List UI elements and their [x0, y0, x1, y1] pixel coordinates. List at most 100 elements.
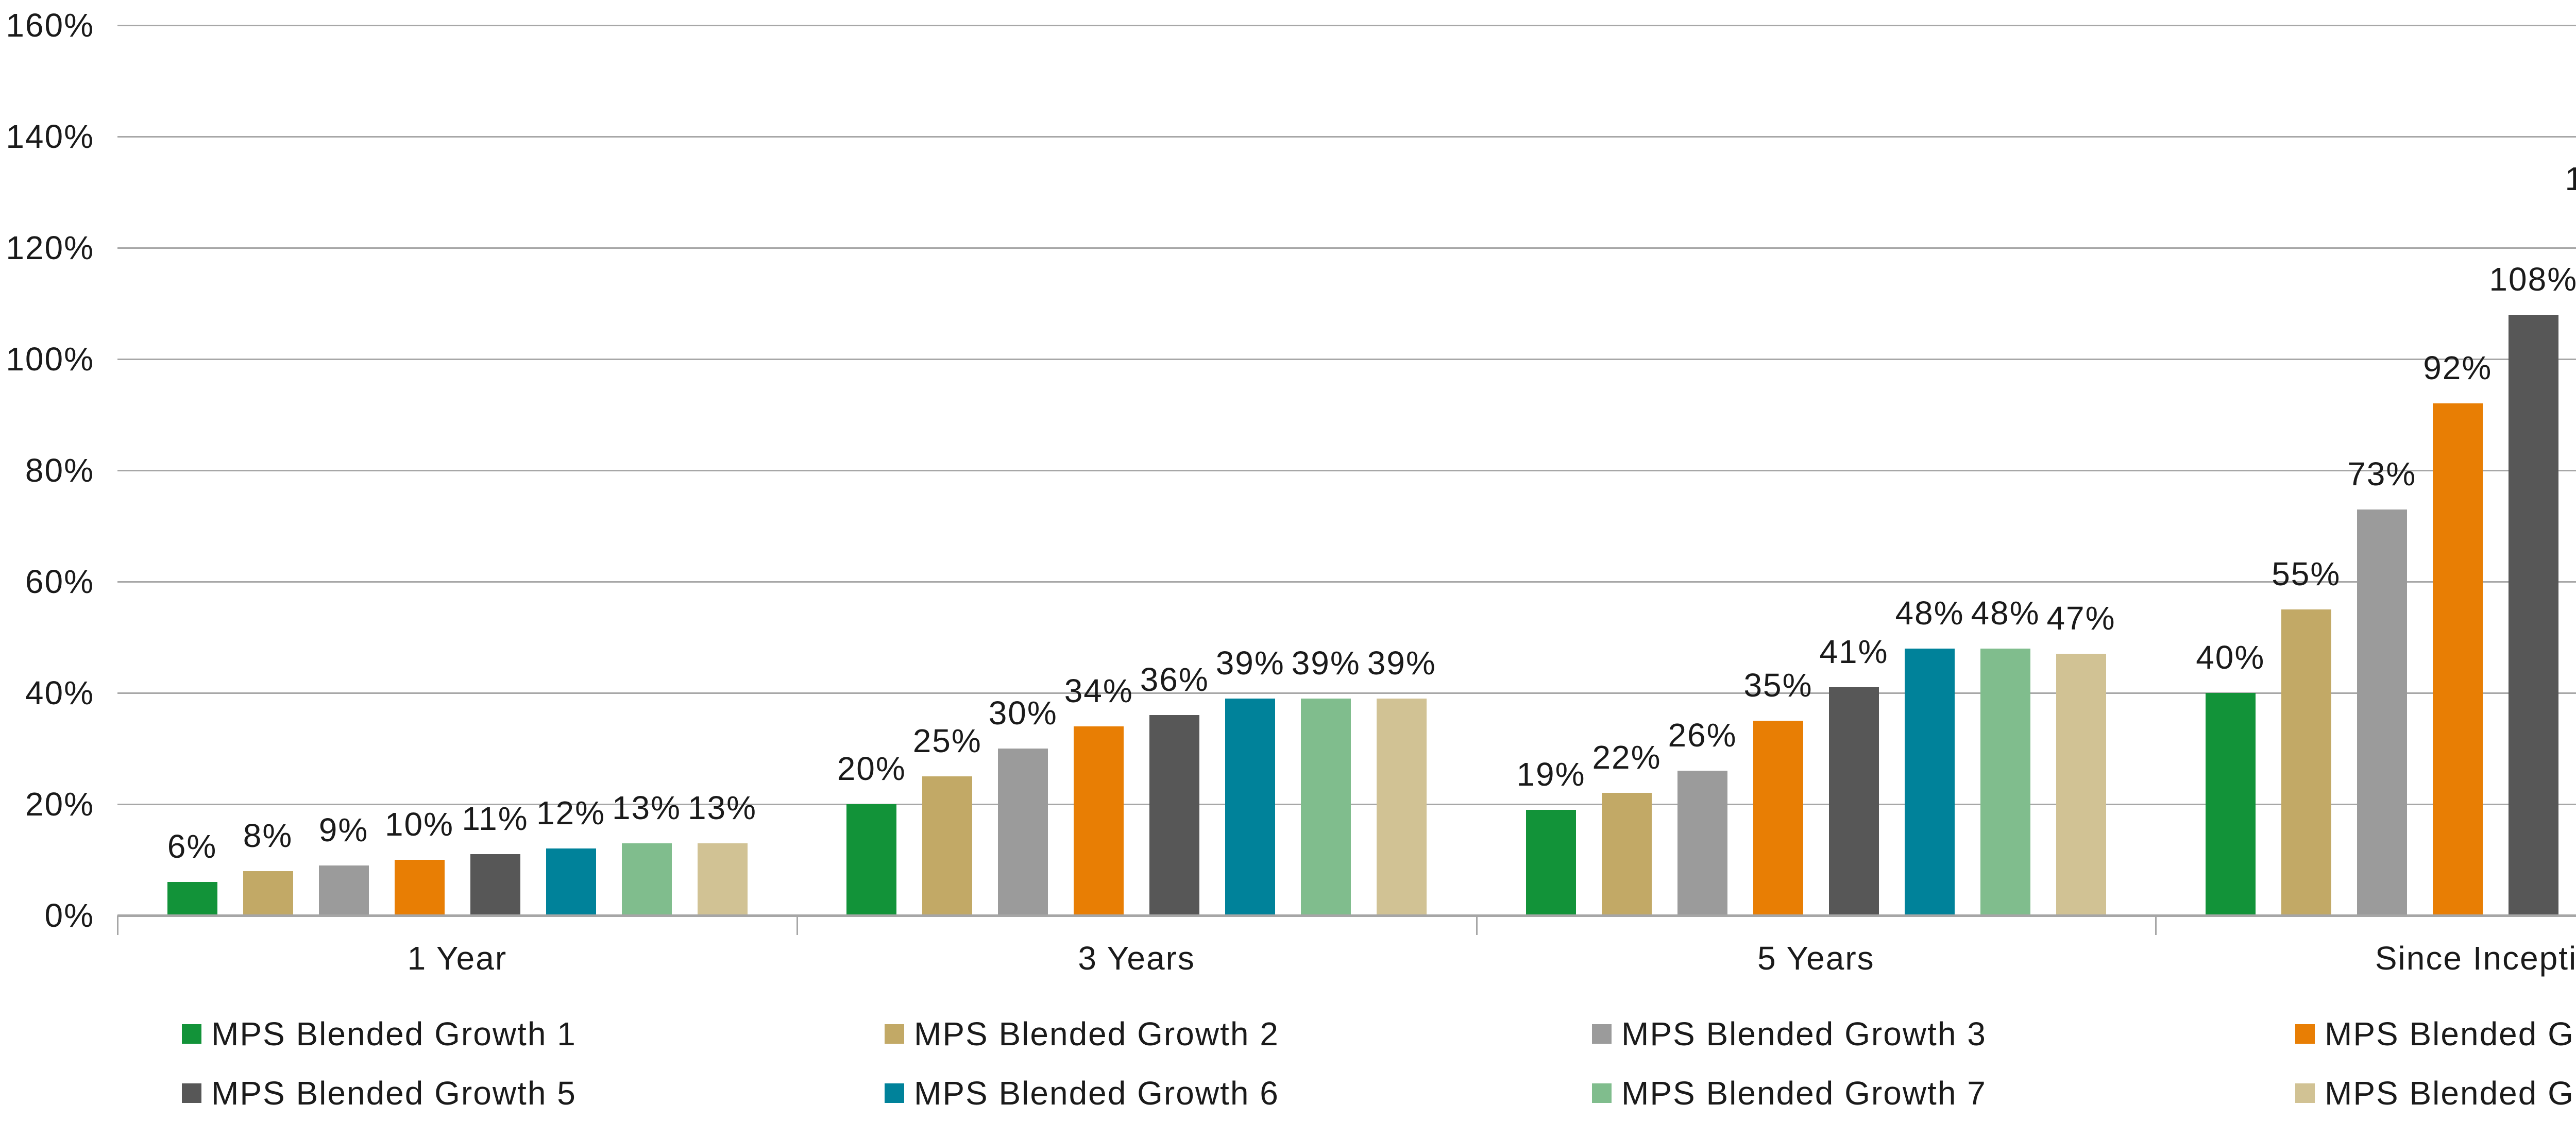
x-axis-line	[117, 914, 2576, 917]
legend-item-7: MPS Blended Growth 7	[1592, 1075, 1987, 1112]
bar-5-years-series-3	[1677, 771, 1727, 915]
y-axis-label-60: 60%	[25, 563, 94, 600]
bar-3-years-series-2	[922, 776, 973, 915]
legend-label-4: MPS Blended Growth 4	[2325, 1015, 2576, 1052]
x-axis-tick	[796, 915, 798, 935]
bar-5-years-series-5	[1829, 687, 1879, 915]
gridline-120	[117, 247, 2576, 249]
legend-item-8: MPS Blended Growth 8	[2295, 1075, 2576, 1112]
bar-value-label: 13%	[612, 789, 682, 826]
gridline-140	[117, 136, 2576, 138]
bar-value-label: 55%	[2272, 555, 2341, 592]
bar-value-label: 36%	[1140, 661, 1209, 699]
legend-label-3: MPS Blended Growth 3	[1621, 1015, 1987, 1052]
legend-item-3: MPS Blended Growth 3	[1592, 1015, 1987, 1052]
bar-5-years-series-4	[1753, 721, 1803, 915]
legend-swatch-1	[182, 1024, 201, 1044]
bar-3-years-series-5	[1149, 715, 1200, 915]
bar-1-year-series-5	[470, 854, 520, 915]
gridline-160	[117, 25, 2576, 26]
legend-swatch-4	[2295, 1024, 2315, 1044]
legend-label-1: MPS Blended Growth 1	[211, 1015, 577, 1052]
y-axis-label-40: 40%	[25, 674, 94, 711]
bar-value-label: 10%	[384, 806, 454, 843]
bar-value-label: 25%	[912, 722, 982, 759]
bar-value-label: 39%	[1367, 644, 1436, 682]
gridline-80	[117, 470, 2576, 471]
y-axis-label-160: 160%	[6, 7, 94, 44]
x-axis-tick	[117, 915, 118, 935]
bar-3-years-series-1	[846, 804, 897, 915]
legend-item-6: MPS Blended Growth 6	[885, 1075, 1279, 1112]
bar-1-year-series-4	[394, 860, 445, 915]
legend-label-5: MPS Blended Growth 5	[211, 1075, 577, 1112]
bar-value-label: 22%	[1592, 739, 1662, 776]
legend-item-5: MPS Blended Growth 5	[182, 1075, 577, 1112]
bar-value-label: 9%	[318, 811, 369, 848]
bar-3-years-series-4	[1074, 726, 1124, 915]
legend-swatch-7	[1592, 1083, 1612, 1103]
bar-since-inception-series-3	[2357, 509, 2407, 915]
legend-item-4: MPS Blended Growth 4	[2295, 1015, 2576, 1052]
x-axis-category-since-inception: Since Inception	[2375, 940, 2576, 977]
bar-1-year-series-2	[243, 871, 293, 915]
bar-value-label: 39%	[1291, 644, 1361, 682]
bar-1-year-series-7	[621, 843, 672, 915]
bar-5-years-series-7	[1980, 648, 2030, 915]
y-axis-label-0: 0%	[44, 897, 94, 934]
y-axis-label-140: 140%	[6, 118, 94, 155]
bar-value-label: 47%	[2046, 600, 2116, 637]
bar-value-label: 48%	[1895, 594, 1964, 632]
bar-5-years-series-6	[1905, 648, 1955, 915]
legend-swatch-6	[885, 1083, 904, 1103]
legend-item-1: MPS Blended Growth 1	[182, 1015, 577, 1052]
legend-label-2: MPS Blended Growth 2	[914, 1015, 1279, 1052]
bar-value-label: 20%	[837, 750, 906, 787]
bar-5-years-series-1	[1526, 809, 1576, 915]
bar-value-label: 108%	[2489, 260, 2576, 298]
legend-swatch-2	[885, 1024, 904, 1044]
bar-value-label: 13%	[687, 789, 757, 826]
gridline-60	[117, 581, 2576, 583]
bar-5-years-series-8	[2056, 654, 2106, 915]
legend-item-2: MPS Blended Growth 2	[885, 1015, 1279, 1052]
bar-1-year-series-3	[318, 865, 369, 915]
bar-5-years-series-2	[1602, 793, 1652, 915]
bar-3-years-series-6	[1225, 698, 1276, 915]
x-axis-category-5-years: 5 Years	[1757, 940, 1875, 977]
bar-value-label: 34%	[1064, 672, 1133, 709]
bar-3-years-series-7	[1301, 698, 1351, 915]
gridline-100	[117, 359, 2576, 360]
legend-swatch-3	[1592, 1024, 1612, 1044]
bar-value-label: 30%	[988, 694, 1058, 732]
x-axis-tick	[1476, 915, 1478, 935]
bar-value-label: 41%	[1819, 633, 1889, 671]
bar-since-inception-series-1	[2205, 693, 2256, 915]
legend-label-8: MPS Blended Growth 8	[2325, 1075, 2576, 1112]
bar-value-label: 8%	[243, 817, 293, 854]
bar-value-label: 35%	[1743, 667, 1813, 704]
gridline-40	[117, 692, 2576, 694]
x-axis-category-1-year: 1 Year	[407, 940, 507, 977]
y-axis-label-100: 100%	[6, 341, 94, 378]
bar-3-years-series-8	[1377, 698, 1427, 915]
bar-value-label: 126%	[2565, 160, 2576, 198]
legend-label-7: MPS Blended Growth 7	[1621, 1075, 1987, 1112]
bar-3-years-series-3	[998, 749, 1048, 915]
bar-value-label: 73%	[2347, 455, 2417, 492]
bar-value-label: 40%	[2196, 639, 2265, 676]
legend-swatch-5	[182, 1083, 201, 1103]
y-axis-label-120: 120%	[6, 229, 94, 266]
x-axis-tick	[2155, 915, 2157, 935]
bar-1-year-series-1	[167, 882, 217, 915]
x-axis-category-3-years: 3 Years	[1078, 940, 1195, 977]
y-axis-label-80: 80%	[25, 452, 94, 489]
bar-value-label: 48%	[1971, 594, 2040, 632]
bar-value-label: 19%	[1516, 755, 1586, 793]
legend-label-6: MPS Blended Growth 6	[914, 1075, 1279, 1112]
bar-value-label: 26%	[1668, 717, 1737, 754]
bar-value-label: 12%	[536, 794, 606, 832]
bar-since-inception-series-4	[2432, 403, 2483, 915]
legend-swatch-8	[2295, 1083, 2315, 1103]
